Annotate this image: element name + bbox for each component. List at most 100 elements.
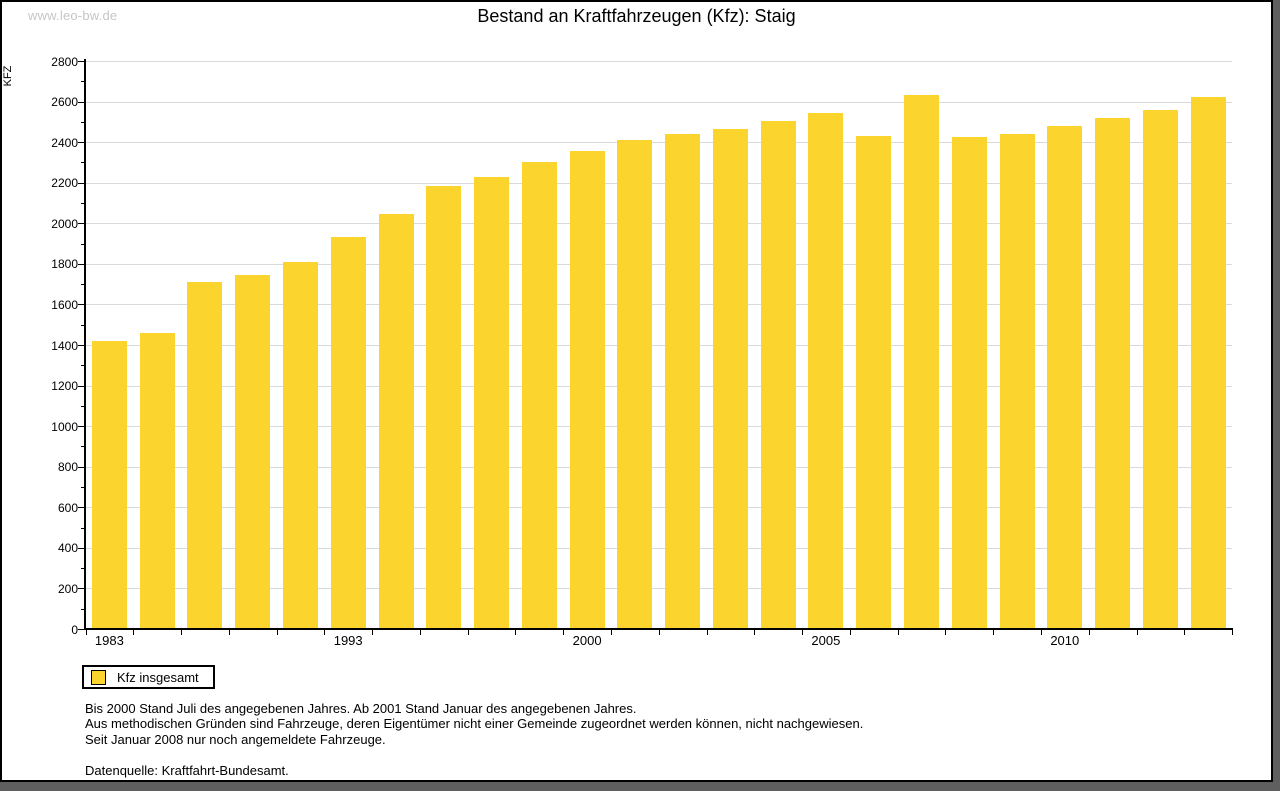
bar: [187, 282, 223, 628]
y-minor-tick: [81, 527, 85, 529]
y-tick-label: 400: [57, 541, 78, 556]
y-minor-tick: [81, 405, 85, 407]
gridline: [85, 345, 1232, 346]
bar: [283, 261, 318, 628]
legend-swatch-icon: [91, 669, 106, 685]
y-tick-label: 800: [57, 460, 78, 475]
x-tick: [133, 630, 135, 635]
bar: [1095, 117, 1131, 628]
y-tick-label: 1000: [51, 419, 78, 434]
x-tick: [324, 630, 326, 635]
y-tick-label: 1200: [51, 379, 78, 394]
x-tick: [419, 630, 421, 635]
x-tick: [1136, 630, 1138, 635]
chart-title: Bestand an Kraftfahrzeugen (Kfz): Staig: [477, 6, 796, 26]
y-minor-tick: [81, 81, 85, 83]
gridline: [85, 426, 1232, 428]
x-tick: [897, 630, 899, 635]
y-major-tick: [78, 182, 85, 184]
y-major-tick: [78, 507, 85, 509]
x-tick: [467, 630, 469, 635]
y-tick-label: 1600: [51, 297, 78, 312]
gridline: [85, 385, 1232, 387]
x-tick: [993, 630, 995, 635]
y-minor-tick: [81, 121, 85, 123]
y-minor-tick: [81, 162, 85, 164]
x-tick: [1040, 630, 1042, 635]
y-minor-tick: [81, 284, 85, 286]
gridline: [85, 182, 1232, 184]
y-minor-tick: [81, 203, 85, 204]
x-tick: [658, 630, 660, 635]
x-tick: [611, 630, 612, 635]
y-tick-label: 1400: [51, 338, 78, 353]
x-tick: [181, 630, 182, 635]
watermark: www.leo-bw.de: [28, 8, 118, 23]
bar: [760, 120, 796, 628]
y-major-tick: [78, 304, 85, 306]
gridline: [85, 101, 1232, 103]
y-tick-label: 600: [57, 500, 78, 515]
x-tick: [802, 630, 804, 635]
gridline: [85, 304, 1232, 306]
source-line: Datenquelle: Kraftfahrt-Bundesamt.: [85, 762, 289, 778]
gridline: [85, 142, 1232, 144]
y-tick-label: 0: [71, 622, 78, 637]
footnote-line: Seit Januar 2008 nur noch angemeldete Fa…: [85, 731, 386, 747]
bar: [665, 134, 701, 628]
y-minor-tick: [81, 487, 85, 488]
legend-box: Kfz insgesamt: [82, 665, 215, 689]
x-tick-label: 2000: [572, 633, 602, 648]
y-major-tick: [78, 466, 85, 468]
x-axis-line: [84, 628, 1233, 630]
y-axis-line: [84, 59, 86, 630]
y-tick-label: 200: [57, 581, 78, 596]
bar: [521, 162, 557, 628]
bar: [1190, 96, 1226, 628]
x-tick: [515, 630, 517, 635]
bar: [1142, 109, 1178, 628]
x-tick: [276, 630, 278, 635]
x-tick-label: 2010: [1050, 633, 1080, 648]
y-tick-label: 2000: [51, 216, 78, 231]
bar: [378, 214, 414, 628]
x-tick: [1184, 630, 1186, 635]
y-minor-tick: [81, 243, 85, 245]
bar: [617, 140, 653, 628]
y-major-tick: [78, 385, 85, 387]
gridline: [85, 547, 1232, 549]
bar: [235, 275, 271, 628]
x-tick: [85, 630, 87, 635]
bar: [712, 129, 748, 628]
bar: [330, 236, 366, 628]
y-minor-tick: [81, 568, 85, 570]
legend-label: Kfz insgesamt: [117, 669, 199, 685]
gridline: [85, 263, 1232, 265]
gridline: [85, 507, 1232, 509]
y-major-tick: [78, 223, 85, 225]
y-major-tick: [78, 629, 85, 630]
y-tick-label: 2200: [51, 176, 78, 191]
gridline: [85, 466, 1232, 468]
y-minor-tick: [81, 365, 85, 367]
x-tick: [372, 630, 374, 635]
bar: [951, 137, 987, 628]
x-tick: [849, 630, 851, 635]
x-tick: [1232, 630, 1233, 635]
y-major-tick: [78, 426, 85, 428]
gridline: [85, 61, 1232, 62]
y-tick-label: 2400: [51, 135, 78, 150]
y-major-tick: [78, 588, 85, 590]
y-tick-label: 2600: [51, 95, 78, 110]
bar: [474, 176, 510, 628]
gridline: [85, 223, 1232, 225]
y-major-tick: [78, 101, 85, 103]
x-tick: [563, 630, 565, 635]
footnotes-block: Bis 2000 Stand Juli des angegebenen Jahr…: [85, 701, 863, 778]
bar: [569, 151, 605, 628]
gridline: [85, 588, 1232, 590]
y-minor-tick: [81, 324, 85, 326]
y-major-tick: [78, 547, 85, 549]
y-minor-tick: [81, 608, 85, 610]
